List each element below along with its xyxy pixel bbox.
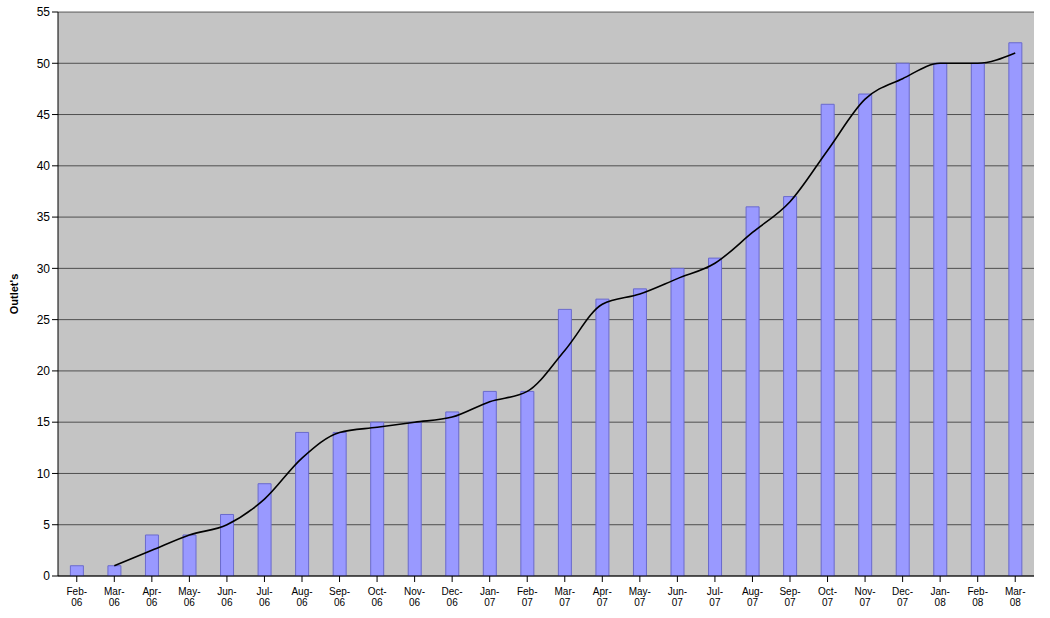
svg-text:Sep-07: Sep-07	[779, 586, 800, 608]
svg-text:0: 0	[43, 569, 50, 583]
svg-text:45: 45	[37, 108, 51, 122]
svg-text:Outlet's: Outlet's	[8, 274, 20, 315]
svg-text:Aug-07: Aug-07	[742, 586, 763, 608]
svg-text:Oct-07: Oct-07	[818, 586, 837, 608]
svg-text:Aug-06: Aug-06	[291, 586, 312, 608]
svg-text:Mar-07: Mar-07	[554, 586, 575, 608]
svg-text:Jun-06: Jun-06	[217, 586, 236, 608]
svg-text:Jun-07: Jun-07	[668, 586, 687, 608]
svg-text:20: 20	[37, 364, 51, 378]
svg-text:5: 5	[43, 518, 50, 532]
svg-text:Feb-06: Feb-06	[66, 586, 87, 608]
svg-text:Feb-08: Feb-08	[967, 586, 988, 608]
svg-text:Sep-06: Sep-06	[329, 586, 350, 608]
svg-text:25: 25	[37, 313, 51, 327]
svg-text:Jul-07: Jul-07	[707, 586, 723, 608]
svg-text:30: 30	[37, 262, 51, 276]
svg-text:Nov-07: Nov-07	[855, 586, 876, 608]
svg-text:Mar-06: Mar-06	[104, 586, 125, 608]
svg-text:Jan-08: Jan-08	[930, 586, 949, 608]
svg-text:55: 55	[37, 5, 51, 19]
svg-text:Feb-07: Feb-07	[517, 586, 538, 608]
svg-text:40: 40	[37, 159, 51, 173]
svg-text:Jul-06: Jul-06	[256, 586, 272, 608]
svg-text:Oct-06: Oct-06	[368, 586, 387, 608]
svg-text:Dec-06: Dec-06	[442, 586, 463, 608]
svg-text:Jan-07: Jan-07	[480, 586, 499, 608]
svg-text:Apr-06: Apr-06	[142, 586, 161, 608]
svg-text:Mar-08: Mar-08	[1005, 586, 1026, 608]
svg-text:Nov-06: Nov-06	[404, 586, 425, 608]
svg-text:10: 10	[37, 467, 51, 481]
svg-text:May-06: May-06	[178, 586, 200, 608]
svg-text:35: 35	[37, 210, 51, 224]
svg-text:May-07: May-07	[629, 586, 651, 608]
svg-text:Apr-07: Apr-07	[593, 586, 612, 608]
svg-text:50: 50	[37, 57, 51, 71]
svg-text:Dec-07: Dec-07	[892, 586, 913, 608]
svg-text:15: 15	[37, 415, 51, 429]
